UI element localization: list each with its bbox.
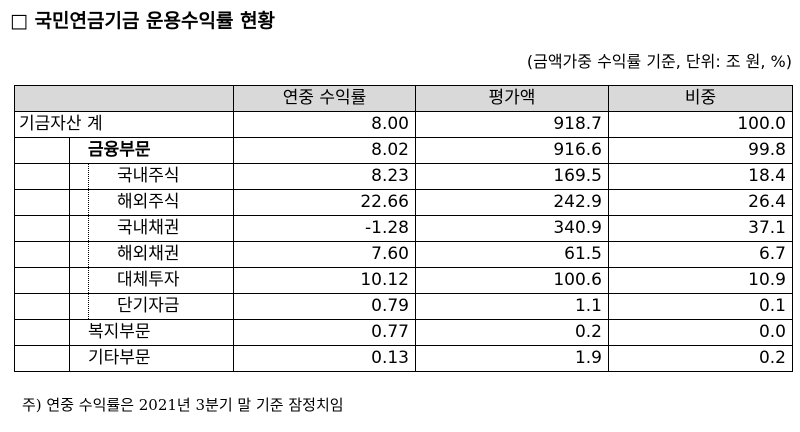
value-cell: 22.66 [233, 189, 416, 216]
row-label: 해외채권 [14, 241, 234, 268]
value-cell: 0.79 [233, 293, 416, 320]
label-text: 국내채권 [88, 216, 233, 241]
value-cell: 0.77 [233, 319, 416, 346]
value-cell: 18.4 [608, 163, 793, 190]
value-cell: 1.9 [415, 345, 609, 372]
row-label: 단기자금 [14, 293, 234, 320]
table-row: 기금자산 계 8.00 918.7 100.0 [14, 111, 793, 138]
label-text: 단기자금 [88, 294, 233, 319]
row-label: 기타부문 [14, 345, 234, 372]
row-label: 국내주식 [14, 163, 234, 190]
value-cell: 242.9 [415, 189, 609, 216]
label-text: 대체투자 [88, 268, 233, 293]
value-cell: 10.9 [608, 267, 793, 294]
table-row: 해외주식 22.66 242.9 26.4 [14, 189, 793, 216]
table: 연중 수익률 평가액 비중 기금자산 계 8.00 918.7 100.0 금융부문 8.… [14, 85, 793, 372]
value-cell: 37.1 [608, 215, 793, 242]
value-cell: 8.02 [233, 137, 416, 164]
value-cell: 7.60 [233, 241, 416, 268]
value-cell: 0.13 [233, 345, 416, 372]
row-label: 복지부문 [14, 319, 234, 346]
unit-note: (금액가중 수익률 기준, 단위: 조 원, %) [526, 52, 792, 71]
label-text: 국내주식 [88, 164, 233, 189]
row-label: 기금자산 계 [14, 111, 234, 138]
label-text: 복지부문 [88, 322, 151, 342]
value-cell: 169.5 [415, 163, 609, 190]
value-cell: 0.1 [608, 293, 793, 320]
row-label: 해외주식 [14, 189, 234, 216]
row-label: 국내채권 [14, 215, 234, 242]
table-row: 단기자금 0.79 1.1 0.1 [14, 293, 793, 320]
value-cell: 10.12 [233, 267, 416, 294]
table-row: 국내채권 -1.28 340.9 37.1 [14, 215, 793, 242]
value-cell: 918.7 [415, 111, 609, 138]
value-cell: 100.0 [608, 111, 793, 138]
table-row: 기타부문 0.13 1.9 0.2 [14, 345, 793, 372]
table-row: 복지부문 0.77 0.2 0.0 [14, 319, 793, 346]
footnote: 주) 연중 수익률은 2021년 3분기 말 기준 잠정치임 [22, 396, 344, 414]
table-row: 국내주식 8.23 169.5 18.4 [14, 163, 793, 190]
row-label: 대체투자 [14, 267, 234, 294]
title: □ 국민연금기금 운용수익률 현황 [10, 10, 276, 32]
row-label: 금융부문 [14, 137, 234, 164]
table-row: 해외채권 7.60 61.5 6.7 [14, 241, 793, 268]
value-cell: 340.9 [415, 215, 609, 242]
value-cell: 26.4 [608, 189, 793, 216]
table-body: 기금자산 계 8.00 918.7 100.0 금융부문 8.02 916.6 99.8 국내주… [14, 111, 793, 372]
value-cell: 916.6 [415, 137, 609, 164]
value-cell: 0.2 [608, 345, 793, 372]
value-cell: 100.6 [415, 267, 609, 294]
header-cell: 비중 [608, 85, 793, 112]
header-row: 연중 수익률 평가액 비중 [14, 85, 793, 112]
value-cell: -1.28 [233, 215, 416, 242]
value-cell: 6.7 [608, 241, 793, 268]
value-cell: 1.1 [415, 293, 609, 320]
value-cell: 8.00 [233, 111, 416, 138]
label-text: 금융부문 [88, 140, 151, 160]
header-cell [14, 85, 234, 112]
header-cell: 평가액 [415, 85, 609, 112]
header-cell: 연중 수익률 [233, 85, 416, 112]
label-text: 기금자산 계 [19, 114, 103, 134]
table-row: 금융부문 8.02 916.6 99.8 [14, 137, 793, 164]
value-cell: 0.2 [415, 319, 609, 346]
value-cell: 8.23 [233, 163, 416, 190]
value-cell: 99.8 [608, 137, 793, 164]
label-text: 기타부문 [88, 348, 151, 368]
table-row: 대체투자 10.12 100.6 10.9 [14, 267, 793, 294]
label-text: 해외주식 [88, 190, 233, 215]
value-cell: 61.5 [415, 241, 609, 268]
value-cell: 0.0 [608, 319, 793, 346]
label-text: 해외채권 [88, 242, 233, 267]
